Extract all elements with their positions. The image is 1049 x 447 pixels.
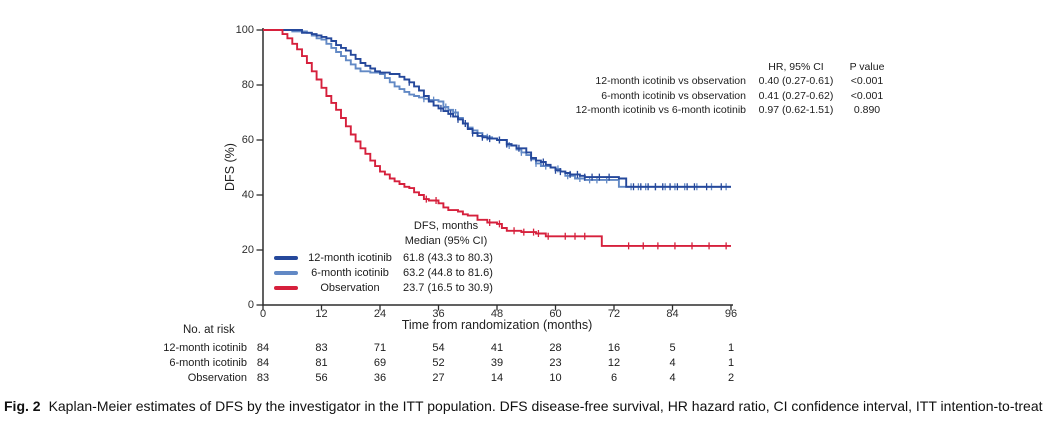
hr-row-label: 6-month icotinib vs observation — [601, 89, 746, 102]
x-tick-label: 48 — [490, 308, 504, 320]
risk-count: 2 — [727, 372, 735, 384]
x-tick-label: 96 — [724, 308, 738, 320]
hr-table: HR, 95% CI P value 12-month icotinib vs … — [516, 60, 894, 118]
y-tick-label: 80 — [241, 78, 254, 91]
hr-row-label: 12-month icotinib vs observation — [595, 75, 746, 88]
risk-count: 39 — [490, 357, 504, 369]
legend-series-name: 12-month icotinib — [308, 252, 392, 264]
hr-row-label: 12-month icotinib vs 6-month icotinib — [575, 104, 746, 117]
hr-row-value: 0.97 (0.62-1.51) — [758, 104, 834, 117]
risk-count: 4 — [669, 372, 676, 384]
risk-count: 10 — [549, 372, 562, 384]
risk-count: 41 — [490, 342, 504, 354]
risk-count: 83 — [315, 342, 328, 354]
y-tick-label: 100 — [235, 23, 254, 36]
risk-count: 23 — [549, 357, 562, 369]
y-tick-label: 60 — [241, 133, 254, 146]
x-tick-label: 12 — [315, 308, 328, 320]
risk-count: 4 — [669, 357, 676, 369]
legend-series-name: Observation — [320, 282, 380, 294]
figure-caption-text: Kaplan-Meier estimates of DFS by the inv… — [48, 398, 1043, 414]
risk-count: 27 — [432, 372, 445, 384]
figure-caption: Fig. 2 Kaplan-Meier estimates of DFS by t… — [4, 397, 1045, 417]
risk-count: 52 — [432, 357, 445, 369]
median-header-line2: Median (95% CI) — [404, 234, 488, 247]
hr-row-pvalue: 0.890 — [853, 104, 881, 117]
risk-row-label: Observation — [187, 372, 247, 384]
x-tick-label: 36 — [432, 308, 445, 320]
series-swatch-observation — [274, 286, 298, 290]
risk-count: 84 — [256, 357, 270, 369]
pvalue-col-header: P value — [849, 61, 885, 73]
risk-count: 83 — [256, 372, 270, 384]
figure-caption-label: Fig. 2 — [4, 398, 41, 414]
hr-row-value: 0.41 (0.27-0.62) — [758, 89, 834, 102]
hr-col-header: HR, 95% CI — [768, 61, 824, 73]
series-line-6-month-icotinib — [263, 29, 731, 188]
y-tick-label: 40 — [241, 188, 254, 201]
median-table-header: DFS, months Median (95% CI) — [396, 219, 496, 248]
x-tick-label: 60 — [549, 308, 562, 320]
x-axis-label: Time from randomization (months) — [401, 318, 593, 332]
y-tick-label: 20 — [241, 243, 254, 256]
x-tick-label: 84 — [666, 308, 679, 320]
series-swatch-6-month-icotinib — [274, 271, 298, 275]
risk-count: 16 — [607, 342, 621, 354]
risk-count: 6 — [610, 372, 618, 384]
hr-row-pvalue: <0.001 — [850, 75, 884, 88]
legend-median-value: 61.8 (43.3 to 80.3) — [403, 252, 493, 264]
x-tick-label: 72 — [607, 308, 621, 320]
x-tick-label: 24 — [373, 308, 387, 320]
series-line-12-month-icotinib — [263, 29, 731, 188]
legend-series-name: 6-month icotinib — [311, 267, 389, 279]
series-line-observation — [263, 29, 731, 247]
risk-row-label: 6-month icotinib — [169, 357, 247, 369]
series-swatch-12-month-icotinib — [274, 256, 298, 260]
risk-count: 69 — [373, 357, 387, 369]
median-header-line1: DFS, months — [413, 220, 479, 232]
risk-count: 14 — [490, 372, 504, 384]
risk-count: 84 — [256, 342, 270, 354]
x-tick-label: 0 — [259, 308, 267, 320]
y-tick-label: 0 — [247, 298, 254, 311]
hr-row-pvalue: <0.001 — [850, 89, 884, 102]
hr-header-spacer — [516, 60, 752, 74]
legend-median-value: 23.7 (16.5 to 30.9) — [403, 282, 493, 294]
risk-count: 54 — [432, 342, 445, 354]
risk-count: 81 — [315, 357, 328, 369]
hr-row-value: 0.40 (0.27-0.61) — [758, 75, 834, 88]
risk-row-label: 12-month icotinib — [163, 342, 247, 354]
risk-count: 12 — [607, 357, 621, 369]
risk-table-title: No. at risk — [183, 324, 235, 336]
risk-count: 28 — [549, 342, 562, 354]
risk-count: 71 — [373, 342, 387, 354]
risk-count: 1 — [727, 357, 735, 369]
risk-count: 1 — [727, 342, 735, 354]
legend-median-value: 63.2 (44.8 to 81.6) — [403, 267, 493, 279]
risk-count: 36 — [373, 372, 387, 384]
risk-count: 56 — [315, 372, 328, 384]
risk-count: 5 — [669, 342, 676, 354]
